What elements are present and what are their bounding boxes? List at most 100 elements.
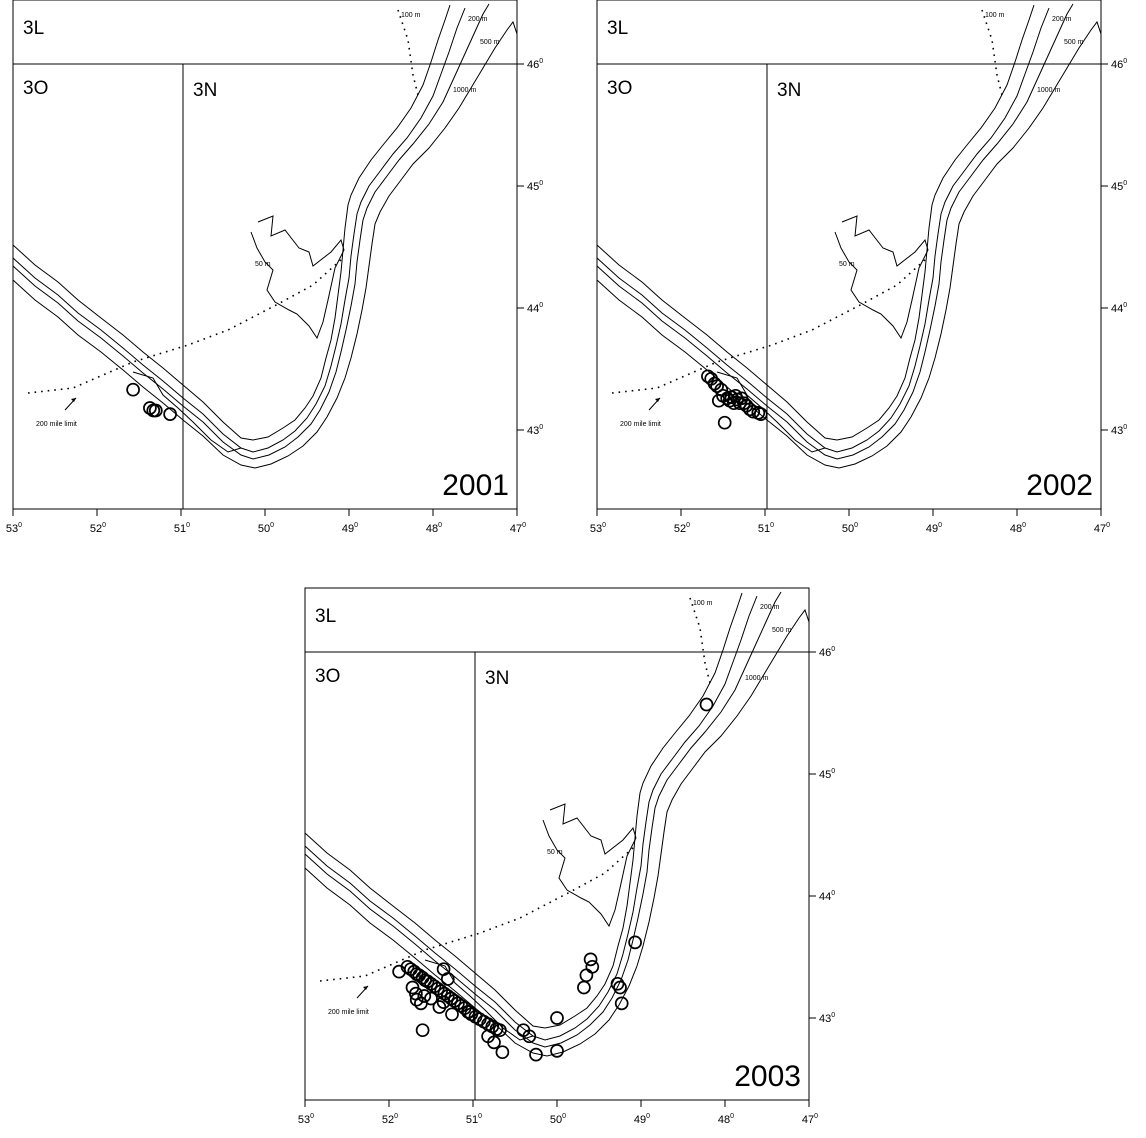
x-tick-label: 500 — [258, 522, 274, 535]
area-label-3N: 3N — [485, 668, 509, 689]
limit-label: 200 mile limit — [328, 1009, 369, 1016]
area-label-3L: 3L — [315, 606, 336, 627]
y-tick-label: 430 — [527, 424, 543, 437]
x-tick-label: 480 — [426, 522, 442, 535]
shelf-tail-outline — [424, 959, 534, 1041]
area-label-3O: 3O — [315, 666, 340, 687]
limit-line-200-mile-north — [689, 597, 711, 684]
contour-label-500m: 500 m — [772, 627, 792, 634]
x-tick-label: 490 — [634, 1113, 650, 1126]
limit-line-200-mile-north — [397, 9, 419, 96]
x-tick-label: 480 — [718, 1113, 734, 1126]
x-tick-label: 490 — [342, 522, 358, 535]
contour-100m — [596, 4, 1035, 441]
contour-1000m — [12, 20, 518, 469]
catch-location-marker — [550, 1044, 564, 1058]
x-tick-label: 470 — [1094, 522, 1110, 535]
limit-arrowhead — [71, 398, 76, 402]
catch-location-marker — [440, 972, 455, 986]
catch-location-marker — [583, 952, 598, 967]
x-tick-label: 510 — [174, 522, 190, 535]
y-tick-label: 450 — [1111, 180, 1127, 193]
contour-500m — [12, 3, 490, 460]
contour-label-200m: 200 m — [760, 604, 780, 611]
contour-100m — [12, 4, 451, 441]
catch-location-marker — [493, 1023, 507, 1038]
catch-location-marker — [711, 393, 726, 408]
catch-location-marker — [746, 404, 761, 419]
catch-location-marker — [409, 986, 423, 1001]
x-tick-label: 510 — [466, 1113, 482, 1126]
catch-location-marker — [577, 980, 591, 995]
catch-location-marker — [727, 396, 741, 411]
catch-location-marker — [579, 968, 594, 983]
contour-label-200m: 200 m — [1052, 16, 1072, 23]
x-tick-label: 490 — [926, 522, 942, 535]
map-panel-2003: 3L 3O 3N 200 mile limit 100 m 200 m 500 m 1000 … — [298, 587, 835, 1126]
x-tick-label: 520 — [90, 522, 106, 535]
catch-location-marker — [445, 1007, 459, 1022]
contour-200m — [304, 595, 758, 1041]
limit-line-200-mile-north — [981, 9, 1003, 96]
contour-200m — [12, 7, 466, 453]
contour-100m — [304, 592, 743, 1029]
contour-label-50m: 50 m — [255, 261, 271, 268]
catch-location-marker — [710, 379, 724, 393]
contour-1000m — [596, 20, 1102, 469]
contour-label-100m: 100 m — [693, 600, 713, 607]
limit-arrowhead — [363, 986, 368, 990]
area-label-3L: 3L — [23, 18, 44, 39]
contour-label-500m: 500 m — [480, 39, 500, 46]
contour-label-1000m: 1000 m — [745, 675, 769, 682]
x-tick-label: 530 — [590, 522, 606, 535]
catch-location-marker — [415, 1023, 430, 1038]
catch-location-marker — [522, 1029, 537, 1044]
catch-location-marker — [610, 976, 625, 991]
map-frame — [596, 0, 1102, 510]
map-panel-2001: 3L 3O 3N 200 mile limit 100 m 200 m 500 m 1000 … — [6, 0, 543, 535]
y-tick-label: 460 — [527, 58, 543, 71]
area-label-3N: 3N — [777, 80, 801, 101]
contour-label-100m: 100 m — [985, 12, 1005, 19]
x-tick-label: 470 — [510, 522, 526, 535]
catch-location-marker — [126, 382, 140, 397]
contour-label-100m: 100 m — [401, 12, 421, 19]
catch-location-marker — [437, 986, 452, 1001]
y-tick-label: 450 — [819, 768, 835, 781]
catch-location-marker — [529, 1047, 543, 1062]
catch-location-marker — [420, 974, 435, 989]
limit-line-200-mile — [27, 257, 344, 394]
catch-location-marker — [487, 1035, 501, 1050]
y-tick-label: 440 — [819, 890, 835, 903]
year-label: 2002 — [1026, 469, 1093, 502]
limit-line-200-mile — [319, 845, 636, 982]
area-label-3O: 3O — [607, 78, 632, 99]
limit-label: 200 mile limit — [620, 421, 661, 428]
x-tick-label: 530 — [298, 1113, 314, 1126]
contour-1000m — [304, 608, 810, 1057]
limit-arrowhead — [655, 398, 660, 402]
catch-location-marker — [613, 980, 627, 995]
area-label-3N: 3N — [193, 80, 217, 101]
catch-location-marker — [436, 995, 451, 1009]
catch-location-marker — [424, 991, 438, 1006]
x-tick-label: 520 — [674, 522, 690, 535]
limit-label: 200 mile limit — [36, 421, 77, 428]
area-label-3O: 3O — [23, 78, 48, 99]
y-tick-label: 450 — [527, 180, 543, 193]
contour-200m — [596, 7, 1050, 453]
x-tick-label: 500 — [550, 1113, 566, 1126]
catch-location-marker — [417, 989, 432, 1003]
catch-location-marker — [461, 1005, 476, 1019]
catch-location-marker — [163, 407, 177, 421]
catch-location-marker — [550, 1011, 564, 1025]
catch-location-marker — [495, 1045, 510, 1060]
shelf-tail-outline — [132, 371, 242, 453]
area-label-3L: 3L — [607, 18, 628, 39]
contour-label-50m: 50 m — [839, 261, 855, 268]
catch-location-marker — [614, 996, 629, 1011]
year-label: 2003 — [734, 1060, 801, 1093]
contour-500m — [304, 591, 782, 1048]
x-tick-label: 520 — [382, 1113, 398, 1126]
